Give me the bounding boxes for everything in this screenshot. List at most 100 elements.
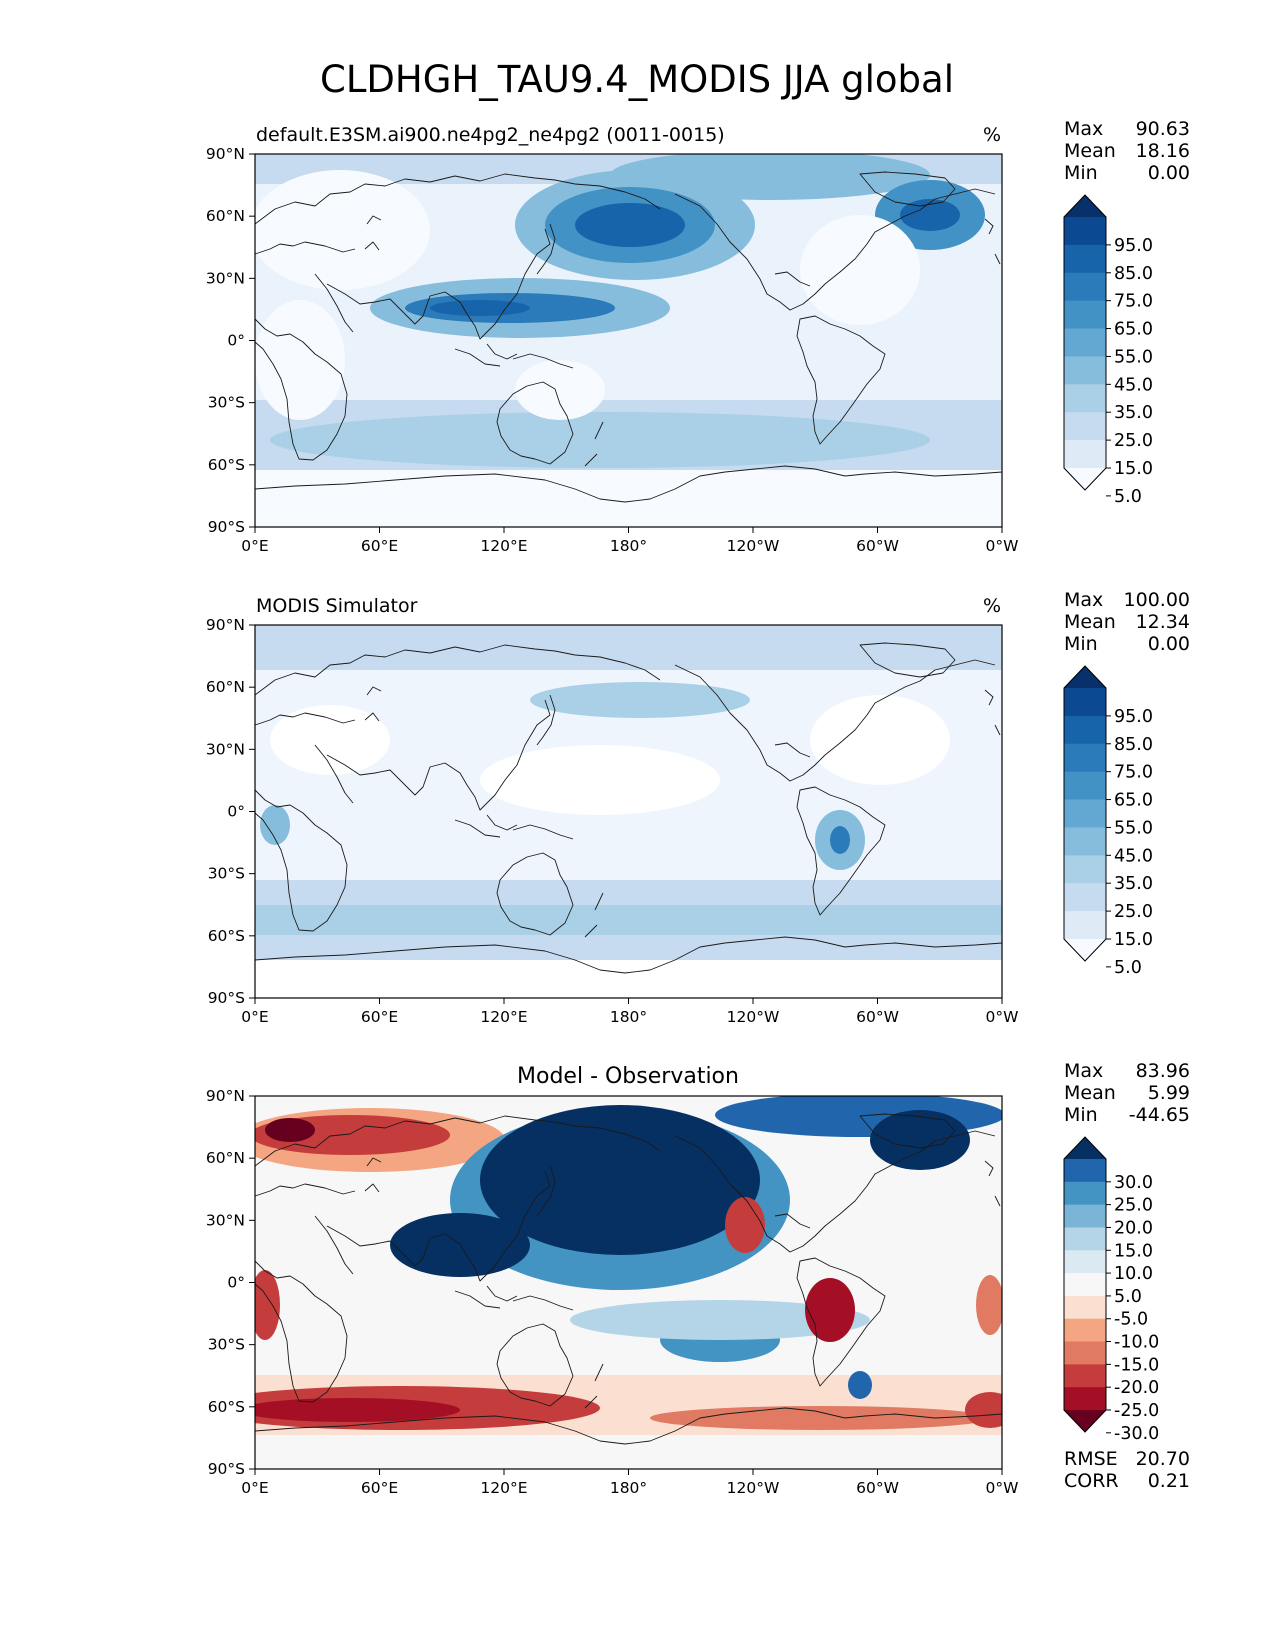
axes-ticks: 0°E 60°E 120°E 180° 120°W 60°W 0°W 90°N 60°N 30°N… (206, 616, 1019, 1026)
x-tick-label: 120°E (480, 1479, 527, 1497)
colorbar-bin (1064, 1387, 1106, 1411)
colorbar-label: 65.0 (1114, 791, 1153, 811)
colorbar-bin (1064, 1341, 1106, 1365)
colorbar-bin (1064, 217, 1106, 246)
y-tick-label: 60°S (208, 1398, 245, 1416)
y-tick-label: 30°S (208, 394, 245, 412)
stats-block: Max 83.96 Mean 5.99 Min -44.65 RMSE 20.7… (1064, 1060, 1190, 1492)
colorbar-bin (1064, 356, 1106, 385)
x-tick-label: 180° (610, 1008, 647, 1026)
colorbar-label: -20.0 (1114, 1378, 1159, 1398)
colorbar-label: -25.0 (1114, 1401, 1159, 1421)
colorbar-extend-top (1064, 1137, 1106, 1159)
y-tick-label: 90°S (208, 518, 245, 536)
y-tick-label: 60°N (206, 207, 245, 225)
stat-value-max: 100.00 (1124, 589, 1190, 611)
colorbar-extend-top (1064, 666, 1106, 688)
y-tick-label: 30°S (208, 865, 245, 883)
map-field (255, 625, 1002, 998)
stat-label-mean: Mean (1064, 140, 1116, 162)
stat-label-mean: Mean (1064, 1082, 1116, 1104)
colorbar-label: 45.0 (1114, 846, 1153, 866)
colorbar-label: 85.0 (1114, 735, 1153, 755)
colorbar-label: -15.0 (1114, 1355, 1159, 1375)
x-tick-label: 0°E (241, 1479, 268, 1497)
colorbar-label: 20.0 (1114, 1218, 1153, 1238)
panel-title-left: MODIS Simulator (256, 595, 418, 617)
colorbar-bin (1064, 827, 1106, 856)
y-tick-label: 30°N (206, 269, 245, 287)
y-tick-label: 60°S (208, 927, 245, 945)
y-tick-label: 90°N (206, 145, 245, 163)
colorbar-label: 95.0 (1114, 236, 1153, 256)
stat-label-rmse: RMSE (1064, 1448, 1118, 1470)
x-tick-label: 60°W (856, 537, 899, 555)
stat-label-min: Min (1064, 633, 1098, 655)
x-tick-label: 180° (610, 537, 647, 555)
colorbar-bin (1064, 1273, 1106, 1297)
colorbar-bin (1064, 1204, 1106, 1228)
axes-ticks: 0°E 60°E 120°E 180° 120°W 60°W 0°W 90°N 60°N 30°N… (206, 145, 1019, 555)
colorbar-bin (1064, 440, 1106, 469)
colorbar-bin (1064, 1227, 1106, 1251)
stat-label-corr: CORR (1064, 1470, 1119, 1492)
x-tick-label: 180° (610, 1479, 647, 1497)
stat-label-max: Max (1064, 1060, 1103, 1082)
x-tick-label: 60°W (856, 1479, 899, 1497)
colorbar-label: 15.0 (1114, 1241, 1153, 1261)
axes-ticks: 0°E 60°E 120°E 180° 120°W 60°W 0°W 90°N 60°N 30°N… (206, 1087, 1019, 1497)
colorbar-bin (1064, 384, 1106, 413)
colorbar-label: 85.0 (1114, 264, 1153, 284)
colorbar-bin (1064, 1364, 1106, 1388)
stat-label-min: Min (1064, 1104, 1098, 1126)
colorbar-extend-top (1064, 195, 1106, 217)
colorbar-label: 55.0 (1114, 347, 1153, 367)
colorbar-label: 5.0 (1114, 958, 1142, 978)
colorbar-label: 30.0 (1114, 1173, 1153, 1193)
colorbar: 30.0 25.020.0 15.0 10.0 5.0 -5.0 -10.0-15.0 -20… (1063, 1136, 1159, 1444)
stat-label-max: Max (1064, 589, 1103, 611)
colorbar-label: 55.0 (1114, 818, 1153, 838)
x-tick-label: 60°E (361, 1479, 398, 1497)
stat-value-min: -44.65 (1129, 1104, 1190, 1126)
colorbar-extend-bottom (1064, 1410, 1106, 1432)
panel-units: % (983, 595, 1001, 617)
x-tick-label: 120°E (480, 1008, 527, 1026)
colorbar: 95.0 85.0 75.0 65.0 55.0 45.0 35.0 25.0 15.0 5.0 (1063, 665, 1153, 978)
map-field (255, 154, 1002, 527)
stat-label-mean: Mean (1064, 611, 1116, 633)
x-tick-label: 0°E (241, 1008, 268, 1026)
stat-value-mean: 12.34 (1136, 611, 1190, 633)
stat-value-corr: 0.21 (1148, 1470, 1190, 1492)
y-tick-label: 60°N (206, 1149, 245, 1167)
x-tick-label: 0°W (986, 1008, 1019, 1026)
colorbar-label: 25.0 (1114, 431, 1153, 451)
panel-test: default.E3SM.ai900.ne4pg2_ne4pg2 (0011-0… (254, 118, 1190, 528)
y-tick-label: 90°S (208, 1460, 245, 1478)
y-tick-label: 90°S (208, 989, 245, 1007)
y-tick-label: 0° (227, 803, 245, 821)
colorbar-label: 95.0 (1114, 707, 1153, 727)
colorbar-label: 65.0 (1114, 320, 1153, 340)
y-tick-label: 60°N (206, 678, 245, 696)
colorbar-bin (1064, 272, 1106, 302)
x-tick-label: 0°E (241, 537, 268, 555)
panel-title-center: Model - Observation (517, 1064, 739, 1089)
x-tick-label: 0°W (986, 537, 1019, 555)
panel-title-left: default.E3SM.ai900.ne4pg2_ne4pg2 (0011-0… (256, 124, 725, 146)
colorbar-bin (1064, 412, 1106, 441)
colorbar-bin (1064, 855, 1106, 884)
colorbar-bin (1064, 883, 1106, 912)
y-tick-label: 60°S (208, 456, 245, 474)
colorbar-bin (1064, 1250, 1106, 1274)
x-tick-label: 60°E (361, 1008, 398, 1026)
x-tick-label: 0°W (986, 1479, 1019, 1497)
x-tick-label: 120°W (727, 537, 780, 555)
colorbar-bin (1064, 1159, 1106, 1183)
colorbar-label: -10.0 (1114, 1333, 1159, 1353)
panel-reference: MODIS Simulator % Max 100.00 Mean 12.34 (254, 589, 1190, 999)
stat-value-max: 90.63 (1136, 118, 1190, 140)
colorbar: 95.0 85.0 75.0 65.0 55.0 45.0 35.0 25.0 15.0 5.0 (1063, 194, 1153, 507)
x-tick-label: 120°W (727, 1008, 780, 1026)
x-tick-label: 120°E (480, 537, 527, 555)
